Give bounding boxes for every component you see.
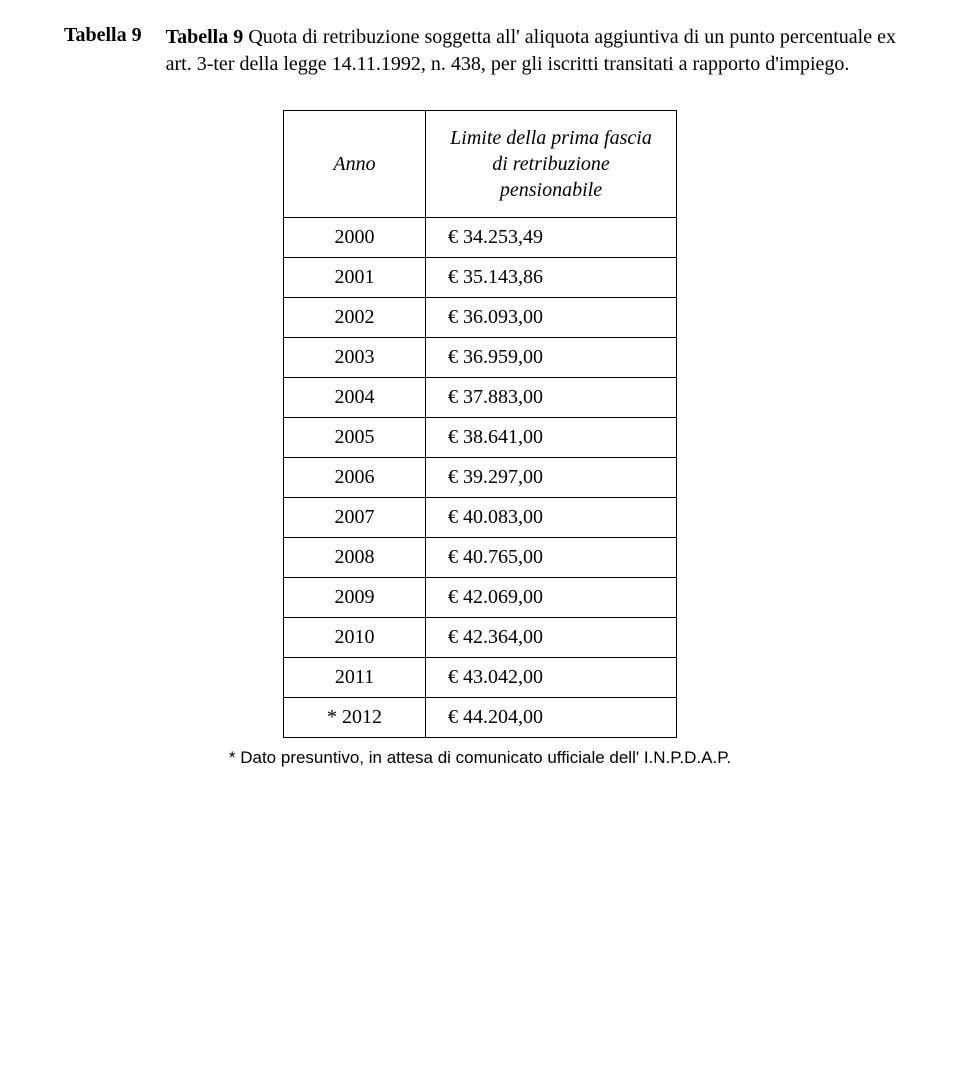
- table-row: 2006 € 39.297,00: [284, 458, 677, 498]
- cell-anno: 2010: [284, 618, 426, 658]
- table-row: 2001 € 35.143,86: [284, 258, 677, 298]
- table-row: 2008 € 40.765,00: [284, 538, 677, 578]
- cell-value: € 39.297,00: [426, 458, 677, 498]
- table-row: 2004 € 37.883,00: [284, 378, 677, 418]
- cell-value: € 35.143,86: [426, 258, 677, 298]
- heading-bold-prefix: Tabella 9: [166, 26, 244, 48]
- col-header-value: Limite della prima fascia di retribuzion…: [426, 111, 677, 218]
- heading-text: Tabella 9 Quota di retribuzione soggetta…: [166, 24, 896, 78]
- table-row: 2010 € 42.364,00: [284, 618, 677, 658]
- table-row: 2005 € 38.641,00: [284, 418, 677, 458]
- cell-anno: 2001: [284, 258, 426, 298]
- cell-anno: 2002: [284, 298, 426, 338]
- table-row: 2002 € 36.093,00: [284, 298, 677, 338]
- heading-row: Tabella 9 Tabella 9 Quota di retribuzion…: [64, 24, 896, 78]
- cell-anno: 2007: [284, 498, 426, 538]
- cell-value: € 42.069,00: [426, 578, 677, 618]
- cell-value: € 34.253,49: [426, 218, 677, 258]
- col-header-anno: Anno: [284, 111, 426, 218]
- table-row: 2000 € 34.253,49: [284, 218, 677, 258]
- table-row: 2003 € 36.959,00: [284, 338, 677, 378]
- cell-value: € 40.083,00: [426, 498, 677, 538]
- cell-anno: 2006: [284, 458, 426, 498]
- table-header-row: Anno Limite della prima fascia di retrib…: [284, 111, 677, 218]
- cell-value: € 40.765,00: [426, 538, 677, 578]
- table-row: * 2012 € 44.204,00: [284, 698, 677, 738]
- cell-value: € 42.364,00: [426, 618, 677, 658]
- cell-anno: 2008: [284, 538, 426, 578]
- table-wrap: Anno Limite della prima fascia di retrib…: [64, 110, 896, 738]
- cell-anno: 2000: [284, 218, 426, 258]
- data-table: Anno Limite della prima fascia di retrib…: [283, 110, 677, 738]
- table-row: 2009 € 42.069,00: [284, 578, 677, 618]
- cell-anno: 2011: [284, 658, 426, 698]
- table-row: 2007 € 40.083,00: [284, 498, 677, 538]
- table-row: 2011 € 43.042,00: [284, 658, 677, 698]
- cell-value: € 37.883,00: [426, 378, 677, 418]
- cell-anno: 2009: [284, 578, 426, 618]
- footnote: * Dato presuntivo, in attesa di comunica…: [64, 748, 896, 768]
- cell-value: € 36.093,00: [426, 298, 677, 338]
- heading-label: Tabella 9: [64, 24, 166, 47]
- cell-anno: 2004: [284, 378, 426, 418]
- cell-anno: * 2012: [284, 698, 426, 738]
- heading-rest: Quota di retribuzione soggetta all' aliq…: [166, 26, 896, 75]
- cell-anno: 2003: [284, 338, 426, 378]
- cell-value: € 38.641,00: [426, 418, 677, 458]
- cell-anno: 2005: [284, 418, 426, 458]
- cell-value: € 43.042,00: [426, 658, 677, 698]
- table-body: 2000 € 34.253,49 2001 € 35.143,86 2002 €…: [284, 218, 677, 738]
- cell-value: € 36.959,00: [426, 338, 677, 378]
- page: Tabella 9 Tabella 9 Quota di retribuzion…: [0, 0, 960, 792]
- cell-value: € 44.204,00: [426, 698, 677, 738]
